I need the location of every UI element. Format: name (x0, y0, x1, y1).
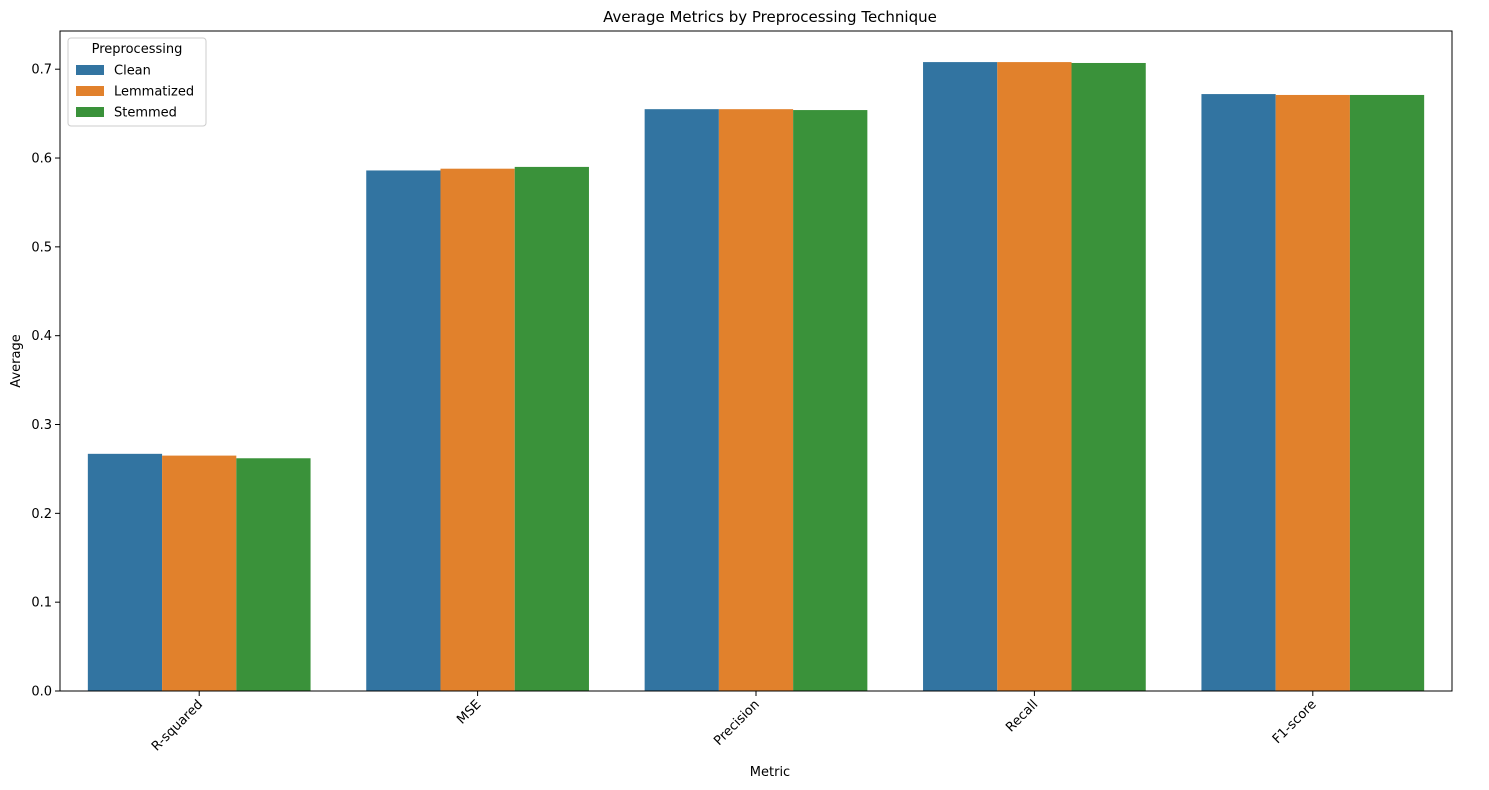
bar-clean-f1-score (1201, 94, 1276, 691)
bar-lemmatized-mse (440, 168, 515, 691)
legend-label-lemmatized: Lemmatized (114, 85, 194, 100)
y-tick-label: 0.5 (31, 240, 52, 255)
y-tick-label: 0.1 (31, 596, 52, 611)
x-tick-label: MSE (454, 697, 484, 727)
bar-clean-precision (644, 109, 719, 692)
x-tick-label: Precision (711, 697, 763, 749)
bars-group (87, 62, 1425, 692)
legend-label-clean: Clean (114, 64, 151, 79)
y-tick-label: 0.3 (31, 418, 52, 433)
x-tick-label: R-squared (149, 697, 206, 754)
bar-lemmatized-precision (718, 109, 794, 692)
bar-stemmed-r-squared (236, 458, 311, 691)
x-tick-label: F1-score (1270, 697, 1320, 747)
y-axis-label: Average (9, 334, 24, 387)
y-tick-label: 0.2 (31, 507, 52, 522)
bar-stemmed-precision (793, 110, 868, 691)
x-tick-label: Recall (1003, 697, 1041, 735)
y-tick-label: 0.7 (31, 63, 52, 78)
bar-stemmed-recall (1071, 62, 1146, 692)
y-tick-label: 0.6 (31, 152, 52, 167)
bar-lemmatized-recall (997, 62, 1072, 691)
legend: Preprocessing Clean Lemmatized Stemmed (67, 37, 207, 127)
x-axis-label: Metric (750, 765, 790, 780)
y-tick-label: 0.4 (31, 329, 52, 344)
bar-clean-recall (923, 62, 998, 691)
legend-swatch-lemmatized (76, 86, 104, 96)
legend-swatch-stemmed (76, 107, 104, 117)
y-axis: 0.0 0.1 0.2 0.3 0.4 0.5 0.6 0.7 (31, 63, 60, 700)
y-tick-label: 0.0 (31, 685, 52, 700)
legend-label-stemmed: Stemmed (114, 106, 177, 121)
x-axis: R-squared MSE Precision Recall F1-score (149, 691, 1320, 754)
bar-lemmatized-r-squared (162, 455, 237, 691)
legend-title: Preprocessing (92, 42, 183, 57)
legend-frame (67, 37, 207, 127)
bar-stemmed-f1-score (1349, 94, 1425, 691)
bar-clean-r-squared (87, 453, 163, 691)
chart-title: Average Metrics by Preprocessing Techniq… (603, 8, 937, 26)
bar-lemmatized-f1-score (1275, 94, 1350, 691)
legend-swatch-clean (76, 65, 104, 75)
bar-clean-mse (366, 170, 441, 691)
bar-stemmed-mse (514, 166, 589, 691)
